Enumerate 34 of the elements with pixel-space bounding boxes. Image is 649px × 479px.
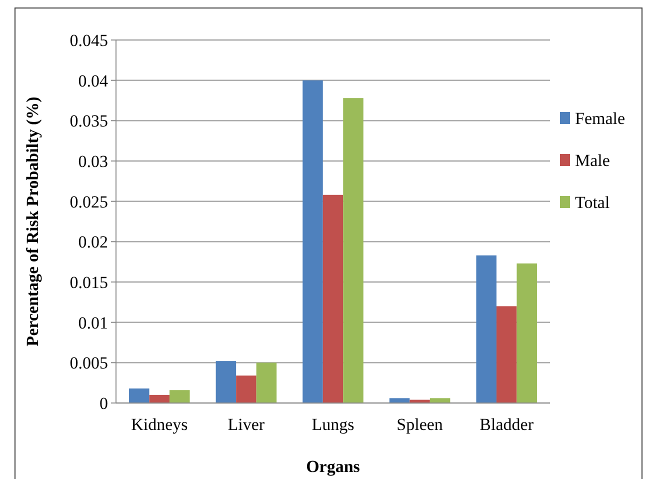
x-tick-label: Bladder	[480, 415, 534, 434]
bar	[322, 194, 344, 403]
bar	[236, 376, 256, 403]
legend-label: Female	[575, 108, 626, 128]
bar	[389, 398, 410, 403]
legend-label: Male	[575, 150, 610, 170]
bar	[343, 98, 364, 403]
x-tick-label: Kidneys	[131, 415, 188, 434]
x-tick-label: Spleen	[396, 415, 444, 434]
y-tick-label: 0.015	[70, 272, 108, 292]
x-tick-label: Lungs	[312, 415, 354, 434]
bar	[516, 263, 537, 403]
bar	[170, 390, 190, 403]
y-tick-label: 0.04	[78, 71, 108, 90]
y-tick-label: 0.03	[78, 152, 108, 171]
bar	[496, 306, 517, 403]
bar	[149, 394, 170, 403]
bar	[476, 255, 496, 403]
y-tick-label: 0.005	[70, 354, 108, 373]
y-tick-label: 0.01	[78, 313, 108, 332]
y-axis-title: Percentage of Risk Probabilty (%)	[23, 96, 42, 346]
bar	[129, 388, 150, 403]
y-tick-label: 0.025	[70, 192, 108, 212]
y-tick-label: 0	[100, 394, 108, 413]
bar	[430, 398, 450, 403]
y-tick-label: 0.035	[70, 112, 108, 131]
bar	[302, 80, 323, 403]
x-axis-title: Organs	[306, 457, 360, 476]
bar	[216, 361, 236, 403]
y-tick-label: 0.02	[78, 232, 108, 252]
bar	[256, 362, 277, 403]
legend-label: Total	[575, 192, 610, 212]
y-tick-label: 0.045	[70, 30, 108, 50]
x-tick-label: Liver	[228, 415, 265, 434]
